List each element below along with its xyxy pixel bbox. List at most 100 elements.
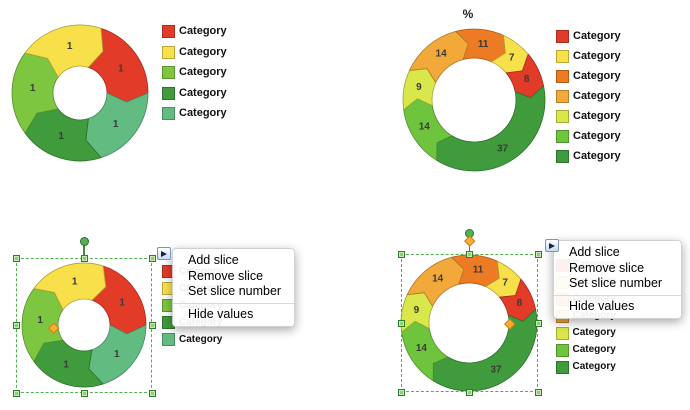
legend-item[interactable]: Category [556, 327, 616, 340]
menu-item-add-slice[interactable]: Add slice [569, 245, 620, 259]
legend-swatch [556, 70, 569, 83]
resize-handle-w[interactable] [397, 319, 405, 327]
legend-item[interactable]: Category [556, 30, 621, 43]
legend-label: Category [573, 70, 621, 82]
legend-item[interactable]: Category [556, 50, 621, 63]
slice-value-label: 1 [37, 315, 43, 326]
legend-label: Category [573, 150, 621, 162]
slice-value-label: 1 [119, 297, 125, 308]
menu-item-hide-values[interactable]: Hide values [569, 298, 635, 313]
resize-handle-n[interactable] [466, 250, 473, 258]
resize-handle-sw[interactable] [397, 388, 405, 396]
legend-label: Category [179, 25, 227, 37]
slice-value-label: 1 [72, 277, 78, 288]
resize-handle-sw[interactable] [12, 389, 20, 397]
legend-swatch [162, 25, 175, 38]
context-menu: Add slice Remove slice Set slice number Hid… [553, 240, 682, 319]
legend-label: Category [572, 327, 616, 339]
slice-value-label: 37 [497, 143, 509, 154]
menu-item-set-slice-number[interactable]: Set slice number [188, 284, 282, 298]
resize-handle-w[interactable] [12, 322, 20, 329]
legend-item[interactable]: Category [162, 86, 227, 100]
legend-label: Category [179, 86, 227, 99]
legend-item[interactable]: Category [162, 107, 227, 120]
legend-item[interactable]: Category [162, 25, 227, 38]
rotation-handle[interactable] [79, 236, 89, 246]
donut-chart-1: 1 1 1 1 1 [11, 24, 149, 162]
slice-value-label: 1 [118, 63, 124, 74]
resize-handle-se[interactable] [534, 388, 542, 396]
legend-label: Category [573, 110, 621, 122]
donut-slice[interactable] [406, 256, 465, 307]
resize-handle-ne[interactable] [148, 254, 156, 262]
donut-slice[interactable] [436, 85, 546, 172]
legend-swatch [162, 45, 175, 59]
donut-slice[interactable] [409, 31, 469, 83]
menu-item-set-slice-number[interactable]: Set slice number [569, 276, 663, 290]
slice-value-label: 7 [509, 52, 515, 63]
menu-item-remove-slice[interactable]: Remove slice [188, 268, 264, 283]
menu-item-add-slice[interactable]: Add slice [188, 253, 239, 267]
action-button[interactable] [157, 247, 171, 260]
action-button[interactable] [545, 239, 559, 252]
legend-swatch [162, 86, 175, 100]
resize-handle-e[interactable] [534, 319, 542, 327]
legend-item[interactable]: Category [556, 361, 616, 374]
resize-handle-nw[interactable] [397, 250, 405, 258]
legend-label: Category [573, 50, 621, 62]
menu-item-remove-slice[interactable]: Remove slice [569, 260, 645, 275]
slice-value-label: 37 [490, 364, 502, 375]
legend-swatch [556, 110, 569, 123]
resize-handle-n[interactable] [80, 254, 88, 262]
slice-value-label: 8 [517, 298, 523, 309]
slice-value-label: 1 [113, 119, 119, 130]
resize-handle-s[interactable] [466, 388, 473, 396]
legend-label: Category [179, 333, 223, 345]
donut-chart-4: 11 78 37 14 9 14 [400, 254, 538, 392]
legend-item[interactable]: Category [556, 110, 621, 123]
slice-value-label: 8 [524, 74, 530, 85]
slice-value-label: 1 [58, 131, 64, 142]
legend-item[interactable]: Category [556, 130, 621, 143]
legend-item[interactable]: Category [556, 70, 621, 83]
context-menu: Add slice Remove slice Set slice number Hid… [172, 248, 295, 327]
slice-value-label: 11 [478, 39, 489, 50]
legend-label: Category [573, 130, 621, 142]
selection-bounding-box [401, 254, 538, 392]
slice-value-label: 9 [414, 305, 420, 316]
resize-handle-nw[interactable] [12, 254, 20, 262]
slice-value-label: 7 [502, 277, 508, 288]
legend-label: Category [572, 361, 616, 373]
menu-item-hide-values[interactable]: Hide values [188, 306, 254, 321]
legend-swatch [162, 333, 175, 346]
resize-handle-s[interactable] [80, 389, 88, 397]
legend-label: Category [573, 90, 621, 102]
legend-item[interactable]: Category [556, 90, 621, 103]
legend-item[interactable]: Category [556, 344, 616, 357]
donut-slice[interactable] [24, 24, 104, 78]
legend-swatch [556, 361, 569, 374]
slice-value-label: 14 [436, 49, 448, 60]
legend-item[interactable]: Category [162, 333, 222, 346]
legend-swatch [556, 327, 569, 340]
legend-swatch [556, 150, 569, 163]
legend-swatch [556, 344, 569, 357]
legend-item[interactable]: Category [162, 66, 227, 79]
legend-item[interactable]: Category [556, 150, 621, 163]
play-triangle-icon [549, 242, 555, 249]
chart-title: % [463, 7, 474, 21]
legend-label: Category [179, 66, 227, 78]
legend-swatch [162, 107, 175, 120]
resize-handle-ne[interactable] [534, 250, 542, 258]
legend-label: Category [572, 344, 616, 356]
resize-handle-se[interactable] [148, 389, 156, 397]
legend-item[interactable]: Category [162, 45, 227, 59]
play-triangle-icon [161, 250, 167, 257]
slice-value-label: 1 [114, 349, 120, 360]
donut-slice[interactable] [33, 262, 107, 311]
slice-value-label: 1 [30, 83, 36, 94]
resize-handle-e[interactable] [148, 322, 156, 329]
